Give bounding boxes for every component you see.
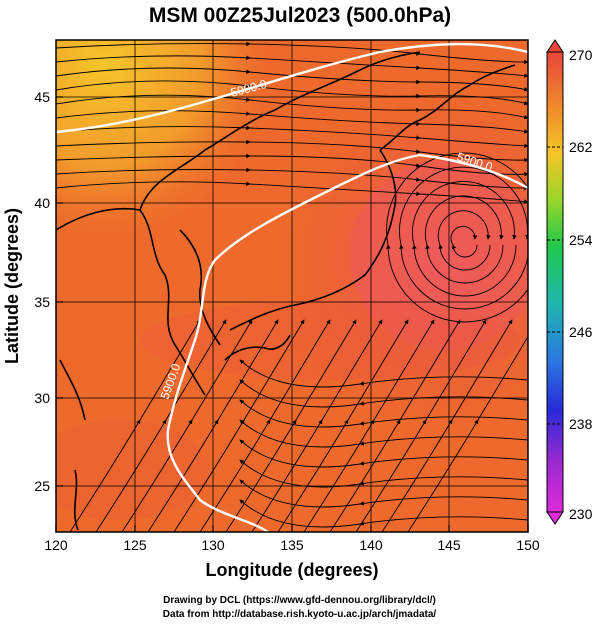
credit-drawing: Drawing by DCL (https://www.gfd-dennou.o… <box>163 595 436 606</box>
streamline <box>56 94 528 120</box>
colorbar-bar <box>546 51 564 513</box>
temperature-field: 5900.0 5900.0 5900.0 <box>56 40 528 532</box>
y-tick-label: 40 <box>34 195 50 211</box>
colorbar-tick-label: 246 <box>569 324 593 340</box>
colorbar <box>546 39 564 525</box>
x-tick-label: 135 <box>280 537 304 553</box>
y-tick-label: 25 <box>34 478 50 494</box>
credit-data: Data from http://database.rish.kyoto-u.a… <box>162 609 437 620</box>
colorbar-tick-label: 254 <box>569 232 593 248</box>
y-axis-label: Latitude (degrees) <box>2 208 22 364</box>
colorbar-top-arrow <box>546 39 564 53</box>
streamline <box>56 80 528 106</box>
x-tick-label: 125 <box>123 537 147 553</box>
colorbar-bottom-arrow <box>546 511 564 525</box>
x-tick-label: 140 <box>359 537 383 553</box>
x-tick-label: 145 <box>437 537 461 553</box>
y-ticks <box>56 96 63 487</box>
x-axis-label: Longitude (degrees) <box>205 560 378 580</box>
colorbar-tick-label: 230 <box>569 506 593 522</box>
y-tick-label: 45 <box>34 89 50 105</box>
map-title: MSM 00Z25Jul2023 (500.0hPa) <box>149 4 451 27</box>
x-ticks <box>55 525 529 532</box>
colorbar-tick-label: 238 <box>569 416 593 432</box>
streamline <box>239 499 528 528</box>
colorbar-tick-label: 262 <box>569 139 593 155</box>
streamline <box>386 152 528 323</box>
wind-streamlines <box>56 41 528 532</box>
streamline <box>407 319 528 532</box>
y-tick-label: 30 <box>34 390 50 406</box>
x-tick-label: 130 <box>201 537 225 553</box>
y-tick-label: 35 <box>34 294 50 310</box>
geopotential-contour <box>56 42 528 532</box>
colorbar-tick-label: 270 <box>569 47 593 63</box>
x-tick-label: 120 <box>44 537 68 553</box>
streamline <box>56 181 528 204</box>
x-tick-label: 150 <box>516 537 540 553</box>
